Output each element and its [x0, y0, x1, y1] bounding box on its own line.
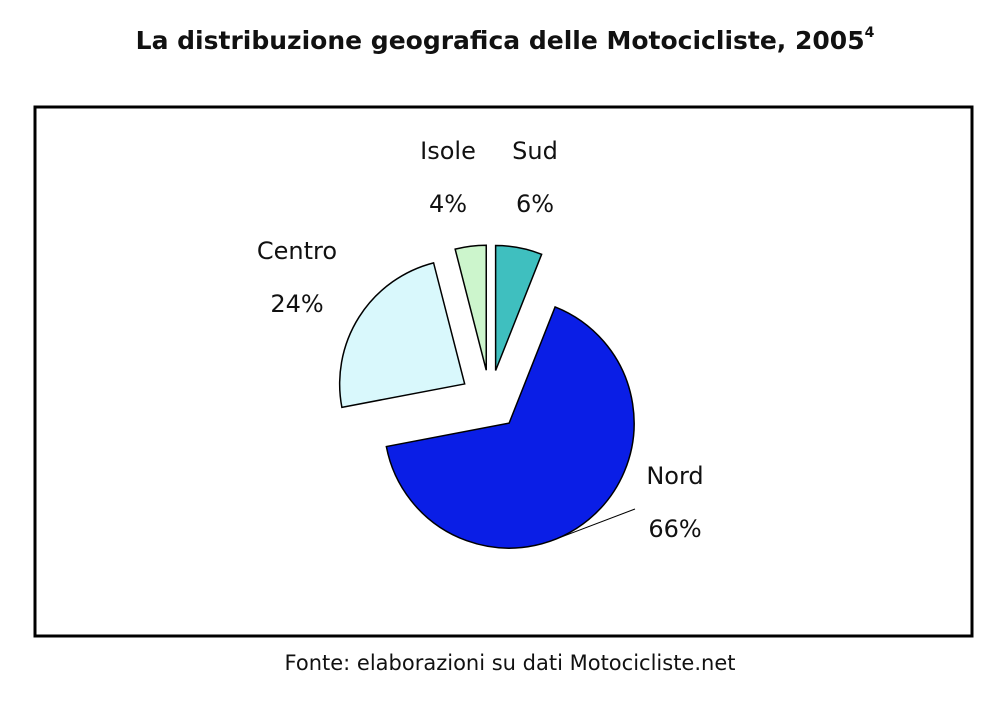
slice-label: Centro: [257, 237, 337, 265]
slice-label: Nord: [646, 462, 703, 490]
chart-title: La distribuzione geografica delle Motoci…: [136, 25, 875, 55]
source-note: Fonte: elaborazioni su dati Motocicliste…: [285, 651, 736, 675]
pie-slice: [385, 305, 635, 549]
title-superscript: 4: [865, 25, 875, 41]
pie-slice: [494, 244, 543, 371]
slice-label: Sud: [512, 137, 558, 165]
leader-line: [550, 508, 636, 542]
slice-value-label: 6%: [516, 190, 554, 218]
slice-label: Isole: [420, 137, 476, 165]
slice-value-label: 4%: [429, 190, 467, 218]
slice-value-label: 66%: [648, 515, 701, 543]
slice-value-label: 24%: [270, 290, 323, 318]
title-text: La distribuzione geografica delle Motoci…: [136, 26, 865, 55]
pie-slice: [338, 261, 466, 409]
chart-frame: [33, 105, 974, 638]
pie-slice: [454, 244, 487, 371]
